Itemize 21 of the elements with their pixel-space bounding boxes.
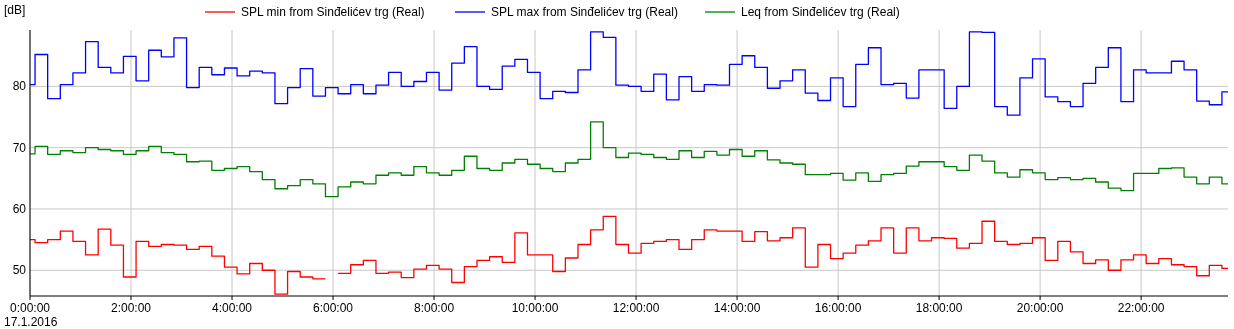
x-tick-label: 22:00:00	[1117, 301, 1165, 315]
legend-label: Leq from Sinđelićev trg (Real)	[741, 5, 900, 19]
x-tick-label: 0:00:00	[9, 301, 51, 315]
x-tick-label: 18:00:00	[915, 301, 963, 315]
x-tick-label: 14:00:00	[713, 301, 761, 315]
x-tick-label: 2:00:00	[110, 301, 152, 315]
x-tick-label: 16:00:00	[814, 301, 862, 315]
y-tick-label: 50	[12, 263, 27, 278]
y-tick-label: 80	[12, 79, 27, 94]
legend-label: SPL max from Sinđelićev trg (Real)	[491, 5, 678, 19]
x-tick-label: 4:00:00	[212, 301, 253, 315]
y-axis-title: [dB]	[4, 3, 26, 17]
x-tick-label: 6:00:00	[313, 301, 354, 315]
x-tick-label: 12:00:00	[612, 301, 660, 315]
x-tick-label: 20:00:00	[1016, 301, 1064, 315]
x-tick-label: 10:00:00	[511, 301, 559, 315]
y-tick-label: 60	[12, 201, 27, 216]
y-tick-label: 70	[12, 140, 27, 155]
x-tick-label: 8:00:00	[414, 301, 455, 315]
text: 17.1.2016	[4, 315, 58, 329]
legend-label: SPL min from Sinđelićev trg (Real)	[241, 5, 425, 19]
